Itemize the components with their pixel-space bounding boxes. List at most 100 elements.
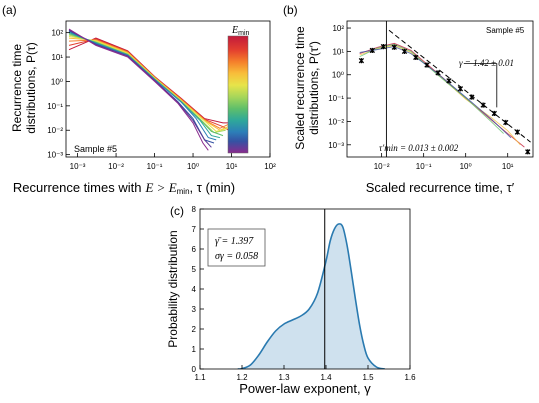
panel-c-ytick-label: 4 [192,285,197,294]
panel-b-overlays [358,21,531,157]
panel-b-data-point [369,47,375,54]
panel-c-ytick-label: 2 [192,325,197,334]
panel-c-ytick-label: 8 [192,205,197,214]
panel-b-data-point [446,78,452,84]
panel-a-annotation: Sample #5 [74,144,117,154]
panel-c-xtick-label: 1.2 [236,373,248,382]
panel-b-data-point [413,54,419,61]
panel-a-colorbar [227,35,249,154]
panel-b-data-point [401,48,408,55]
panel-b-gamma-bracket [463,63,498,108]
panel-a-xlabel-sub: min [177,187,190,196]
panel-a-xtick-label: 10⁻² [108,162,124,171]
panel-c-ytick-label: 5 [192,265,197,274]
panel-a: (a) Recurrence time distributions, P(τ) … [2,3,276,196]
panel-b-data-point [435,70,441,76]
panel-b-series-line [359,46,512,139]
panel-b-data-point [358,58,365,64]
panel-a-xlabel-tail: , τ (min) [190,180,236,195]
panel-a-ytick-label: 10⁻¹ [47,102,63,111]
panel-b-ylabel-line2: distributions, P(τ′) [307,41,321,135]
panel-c-ticks: 1.1 1.2 1.3 1.4 1.5 1.6 0 1 2 3 4 5 6 7 8 [192,205,417,382]
panel-c-ylabel: Probability distribution [166,230,180,347]
panel-b-data-point [514,129,521,135]
panel-b-data-point [525,149,531,155]
panel-c-legend-sigma: σγ = 0.058 [215,251,258,262]
panel-a-axes-frame [65,20,271,158]
panel-c-ytick-label: 0 [192,365,197,374]
panel-a-series-line [68,29,212,148]
panel-a-series-group [68,28,235,151]
panel-a-series-line [68,37,235,124]
panel-c-xtick-label: 1.6 [404,373,416,382]
panel-b-xtick-label: 10¹ [502,162,514,171]
panel-b-ticks: 10⁻² 10⁻¹ 10⁰ 10¹ 10⁻³ 10⁻² 10⁻¹ 10⁰ 10¹ 10² [328,24,514,171]
panel-c-xtick-label: 1.5 [362,373,374,382]
panel-c-ytick-label: 1 [192,345,197,354]
panel-b-xtick-label: 10⁻¹ [416,162,432,171]
panel-a-ytick-label: 10⁻² [47,126,63,135]
panel-a-xtick-label: 10² [264,162,276,171]
panel-a-series-line [68,31,217,141]
panel-c-ytick-label: 7 [192,225,197,234]
panel-b-ytick-label: 10¹ [332,47,344,56]
panel-a-label: (a) [2,3,17,17]
panel-b-data-point [480,102,486,108]
panel-b-data-point [380,43,387,50]
panel-a-ytick-label: 10⁰ [51,77,63,86]
panel-b-annotation: Sample #5 [486,26,525,35]
panel-a-series-line [68,37,230,131]
panel-b-gamma-label: γ = 1.42 ± 0.01 [459,58,514,68]
colorbar-title-e: E [231,25,238,36]
panel-a-series-line [68,28,209,151]
panel-c-xlabel: Power-law exponent, γ [239,381,371,396]
panel-b-xtick-label: 10⁰ [460,162,472,171]
panel-a-ytick-label: 10⁻³ [47,151,63,160]
panel-a-series-line [68,35,228,132]
panel-a-xtick-label: 10¹ [226,162,238,171]
panel-b-axes-frame [346,20,534,158]
panel-c-xtick-label: 1.4 [320,373,332,382]
panel-b-ytick-label: 10⁻² [328,117,344,126]
colorbar-title-sub: min [238,30,249,37]
panel-b-data-point [424,62,430,68]
panel-a-colorbar-title: Emin [231,25,249,37]
panel-c: (c) Probability distribution 1.1 1.2 1.3 1.… [166,204,416,396]
panel-b-ytick-label: 10² [332,24,344,33]
panel-a-series-line [68,30,215,144]
panel-b-label: (b) [283,3,298,17]
panel-c-xtick-label: 1.1 [194,373,206,382]
panel-b-xtick-label: 10⁻² [374,162,390,171]
panel-b-ytick-label: 10⁰ [332,71,344,80]
panel-b-ytick-label: 10⁻¹ [328,94,344,103]
panel-c-ytick-label: 6 [192,245,197,254]
panel-b-data-point [491,110,497,117]
panel-b-taumin-label: τ′min = 0.013 ± 0.002 [379,143,459,153]
panel-a-xlabel: Recurrence times with E > Emin, τ (min) [13,180,235,196]
panel-c-series-group [237,209,385,369]
panel-b-ylabel-line1: Scaled recurrence time [293,26,307,150]
panel-a-xtick-label: 10⁻¹ [147,162,163,171]
panel-b-data-point [469,94,475,100]
panel-a-ytick-label: 10¹ [51,53,63,62]
panel-a-xtick-label: 10⁰ [187,162,199,171]
panel-a-xlabel-text: Recurrence times with [13,180,142,195]
panel-b-data-point [503,119,509,126]
panel-c-label: (c) [170,204,184,218]
panel-b-ytick-label: 10⁻³ [328,141,344,150]
panel-a-xtick-label: 10⁻³ [70,162,86,171]
panel-c-xtick-label: 1.3 [278,373,290,382]
panel-c-ytick-label: 3 [192,305,197,314]
panel-c-legend-mean: γ̄ = 1.397 [215,236,254,247]
panel-a-ticks: 10⁻³ 10⁻² 10⁻¹ 10⁰ 10¹ 10² 10⁻³ 10⁻² 10⁻¹ 10⁰ 10¹ 1… [47,29,276,171]
panel-a-ylabel-line2: distributions, P(τ) [24,42,38,133]
panel-a-series-line [68,32,221,139]
panel-a-series-line [68,39,232,129]
panel-c-legend-box [207,228,266,267]
panel-b: (b) Scaled recurrence time distributions… [283,3,534,195]
panel-c-density-line [237,223,385,369]
panel-a-series-line [68,33,224,137]
panel-b-data-point [457,86,464,92]
panel-a-ytick-label: 10² [51,29,63,38]
